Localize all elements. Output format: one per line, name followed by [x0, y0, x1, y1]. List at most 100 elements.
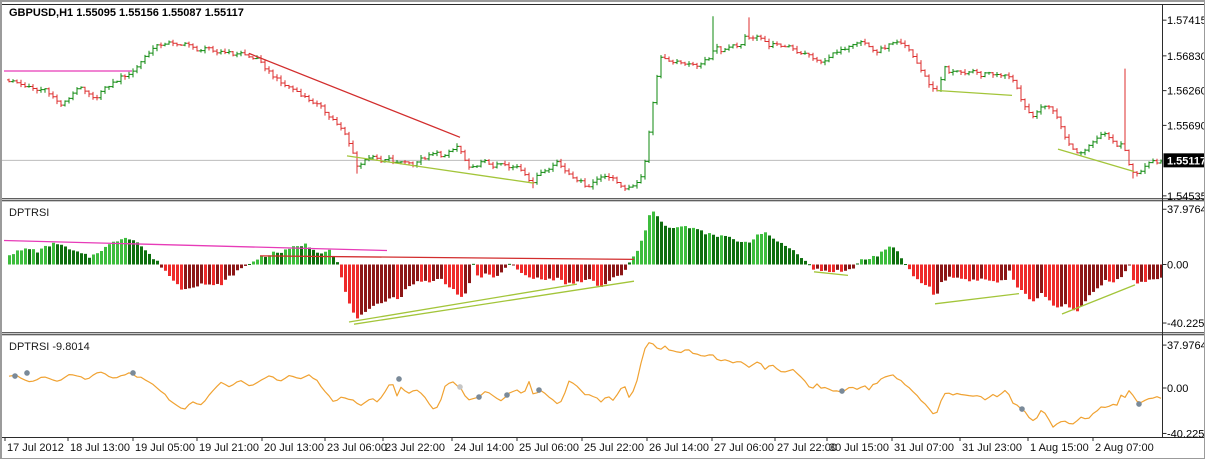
histogram-bar [956, 264, 959, 278]
price-bar [447, 149, 451, 158]
histogram-bar [244, 264, 247, 266]
price-bar [895, 39, 899, 45]
histogram-bar [1000, 264, 1003, 281]
price-bar [239, 50, 243, 57]
histogram-bar [356, 264, 359, 319]
histogram-bar [548, 264, 551, 279]
price-bar [23, 82, 27, 88]
price-panel-area[interactable] [2, 4, 1162, 198]
price-bar [535, 172, 539, 185]
price-bar [1147, 161, 1151, 169]
price-bar [467, 158, 471, 170]
histogram-bar [760, 234, 763, 265]
x-tick-label: 19 Jul 05:00 [135, 442, 195, 454]
histogram-bar [1128, 264, 1131, 266]
histogram-bar [908, 264, 911, 270]
histogram-bar [1100, 264, 1103, 286]
price-bar [743, 34, 747, 47]
price-bar [839, 46, 843, 55]
y-tick-label: -40.225 [1167, 318, 1204, 330]
price-marker-label: 1.55117 [1167, 155, 1205, 167]
price-bar [611, 174, 615, 182]
histogram-bar [264, 256, 267, 265]
histogram-bar [136, 242, 139, 265]
price-bar [207, 46, 211, 51]
histogram-bar [184, 264, 187, 290]
price-bar [359, 162, 363, 169]
price-bars [7, 16, 1163, 191]
histogram-bar [608, 264, 611, 281]
histogram-bar [724, 235, 727, 265]
price-bar [731, 44, 735, 49]
histogram-bar [104, 246, 107, 265]
price-bar [519, 163, 523, 172]
price-bar [111, 78, 115, 89]
histogram-bar [412, 264, 415, 285]
price-bar [1023, 98, 1027, 111]
price-bar [527, 172, 531, 183]
histogram-bar [196, 264, 199, 287]
price-bar [579, 178, 583, 184]
price-bar [619, 181, 623, 189]
histogram-bar [280, 252, 283, 265]
histogram-bar [292, 246, 295, 265]
price-bar [251, 56, 255, 60]
price-bar [1139, 169, 1143, 175]
price-bar [919, 60, 923, 73]
histogram-bar [916, 264, 919, 280]
price-bar [79, 86, 83, 90]
price-bar [483, 159, 487, 164]
price-bar [143, 54, 147, 64]
histogram-bar [884, 249, 887, 265]
price-bar [803, 50, 807, 55]
price-bar [799, 51, 803, 55]
price-bar [351, 140, 355, 154]
histogram-bar [80, 253, 83, 265]
price-bar [419, 155, 423, 166]
histogram-bar [1104, 264, 1107, 280]
price-bar [1151, 158, 1155, 164]
price-bar [835, 49, 839, 55]
signal-dot [536, 387, 542, 393]
oscillator-panel-area[interactable] [2, 336, 1162, 438]
price-bar [947, 65, 951, 74]
price-bar [711, 16, 715, 61]
price-bar [967, 71, 971, 76]
time-axis[interactable]: 17 Jul 2012 18 Jul 13:00 19 Jul 05:00 19 Ju… [4, 437, 1154, 455]
histogram-bar [236, 264, 239, 271]
price-bar [31, 84, 35, 91]
y-tick-label: 37.9764 [1167, 204, 1205, 216]
histogram-bar [856, 263, 859, 265]
price-bar [551, 162, 555, 172]
price-bar [63, 100, 67, 107]
histogram-bar [384, 264, 387, 302]
histogram-bar [964, 264, 967, 280]
price-bar [331, 115, 335, 121]
histogram-bar [320, 253, 323, 265]
x-tick-label: 27 Jul 06:00 [714, 442, 774, 454]
price-bar [943, 65, 947, 81]
histogram-bar [832, 264, 835, 273]
histogram-bar [484, 264, 487, 274]
histogram-bar [68, 249, 71, 265]
price-bar [719, 46, 723, 55]
price-bar [927, 74, 931, 88]
histogram-bar [660, 221, 663, 265]
price-bar [51, 91, 55, 99]
histogram-bar [460, 264, 463, 297]
price-bar [679, 60, 683, 65]
x-tick-label: 24 Jul 14:00 [454, 442, 514, 454]
price-scale: 1.574151.568301.562601.556901.5453537.97… [1162, 15, 1205, 440]
price-bar [427, 152, 431, 161]
price-bar [1099, 131, 1103, 140]
histogram-bar [756, 234, 759, 265]
histogram-bar [616, 264, 619, 276]
histogram-bar [312, 249, 315, 265]
price-bar [199, 48, 203, 53]
histogram-bar [60, 244, 63, 265]
histogram-bar [204, 264, 207, 285]
price-bar [607, 173, 611, 181]
histogram-bar [296, 246, 299, 265]
x-tick-label: 25 Jul 06:00 [519, 442, 579, 454]
price-bar [687, 61, 691, 67]
